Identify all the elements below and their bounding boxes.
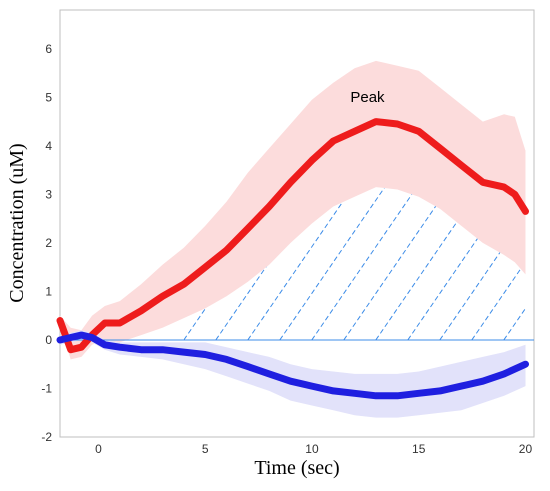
hatch-line [375, 187, 517, 340]
line-series-1 [56, 331, 529, 400]
x-axis-label: Time (sec) [254, 457, 339, 479]
hatch-line [247, 187, 389, 340]
peak-hatch-region [60, 136, 550, 341]
y-tick-label: -2 [41, 430, 52, 444]
x-tick-label: 0 [95, 442, 102, 456]
peak-annotation: Peak [350, 89, 385, 106]
y-tick-label: 6 [45, 42, 52, 56]
y-tick-label: 3 [45, 187, 52, 201]
x-tick-label: 15 [412, 442, 426, 456]
x-tick-label: 10 [305, 442, 319, 456]
y-tick-labels: -2 -1 0 1 2 3 4 5 6 [41, 42, 52, 444]
hatch-line [311, 187, 453, 340]
hatch-line [279, 187, 421, 340]
hatch-line [536, 136, 550, 340]
y-tick-label: 5 [45, 90, 52, 104]
x-tick-label: 20 [519, 442, 533, 456]
hatch-line [343, 187, 485, 340]
hatch-line [471, 187, 526, 340]
x-tick-labels: 0 5 10 15 20 [95, 442, 532, 456]
y-tick-label: -1 [41, 381, 52, 395]
y-tick-label: 1 [45, 284, 52, 298]
x-tick-label: 5 [202, 442, 209, 456]
y-axis-label: Concentration (uM) [6, 143, 28, 302]
y-tick-label: 2 [45, 236, 52, 250]
annotations: Peak [350, 89, 385, 106]
line-series-0 [56, 118, 529, 354]
series-lines [56, 118, 529, 400]
y-tick-label: 4 [45, 139, 52, 153]
y-tick-label: 0 [45, 333, 52, 347]
